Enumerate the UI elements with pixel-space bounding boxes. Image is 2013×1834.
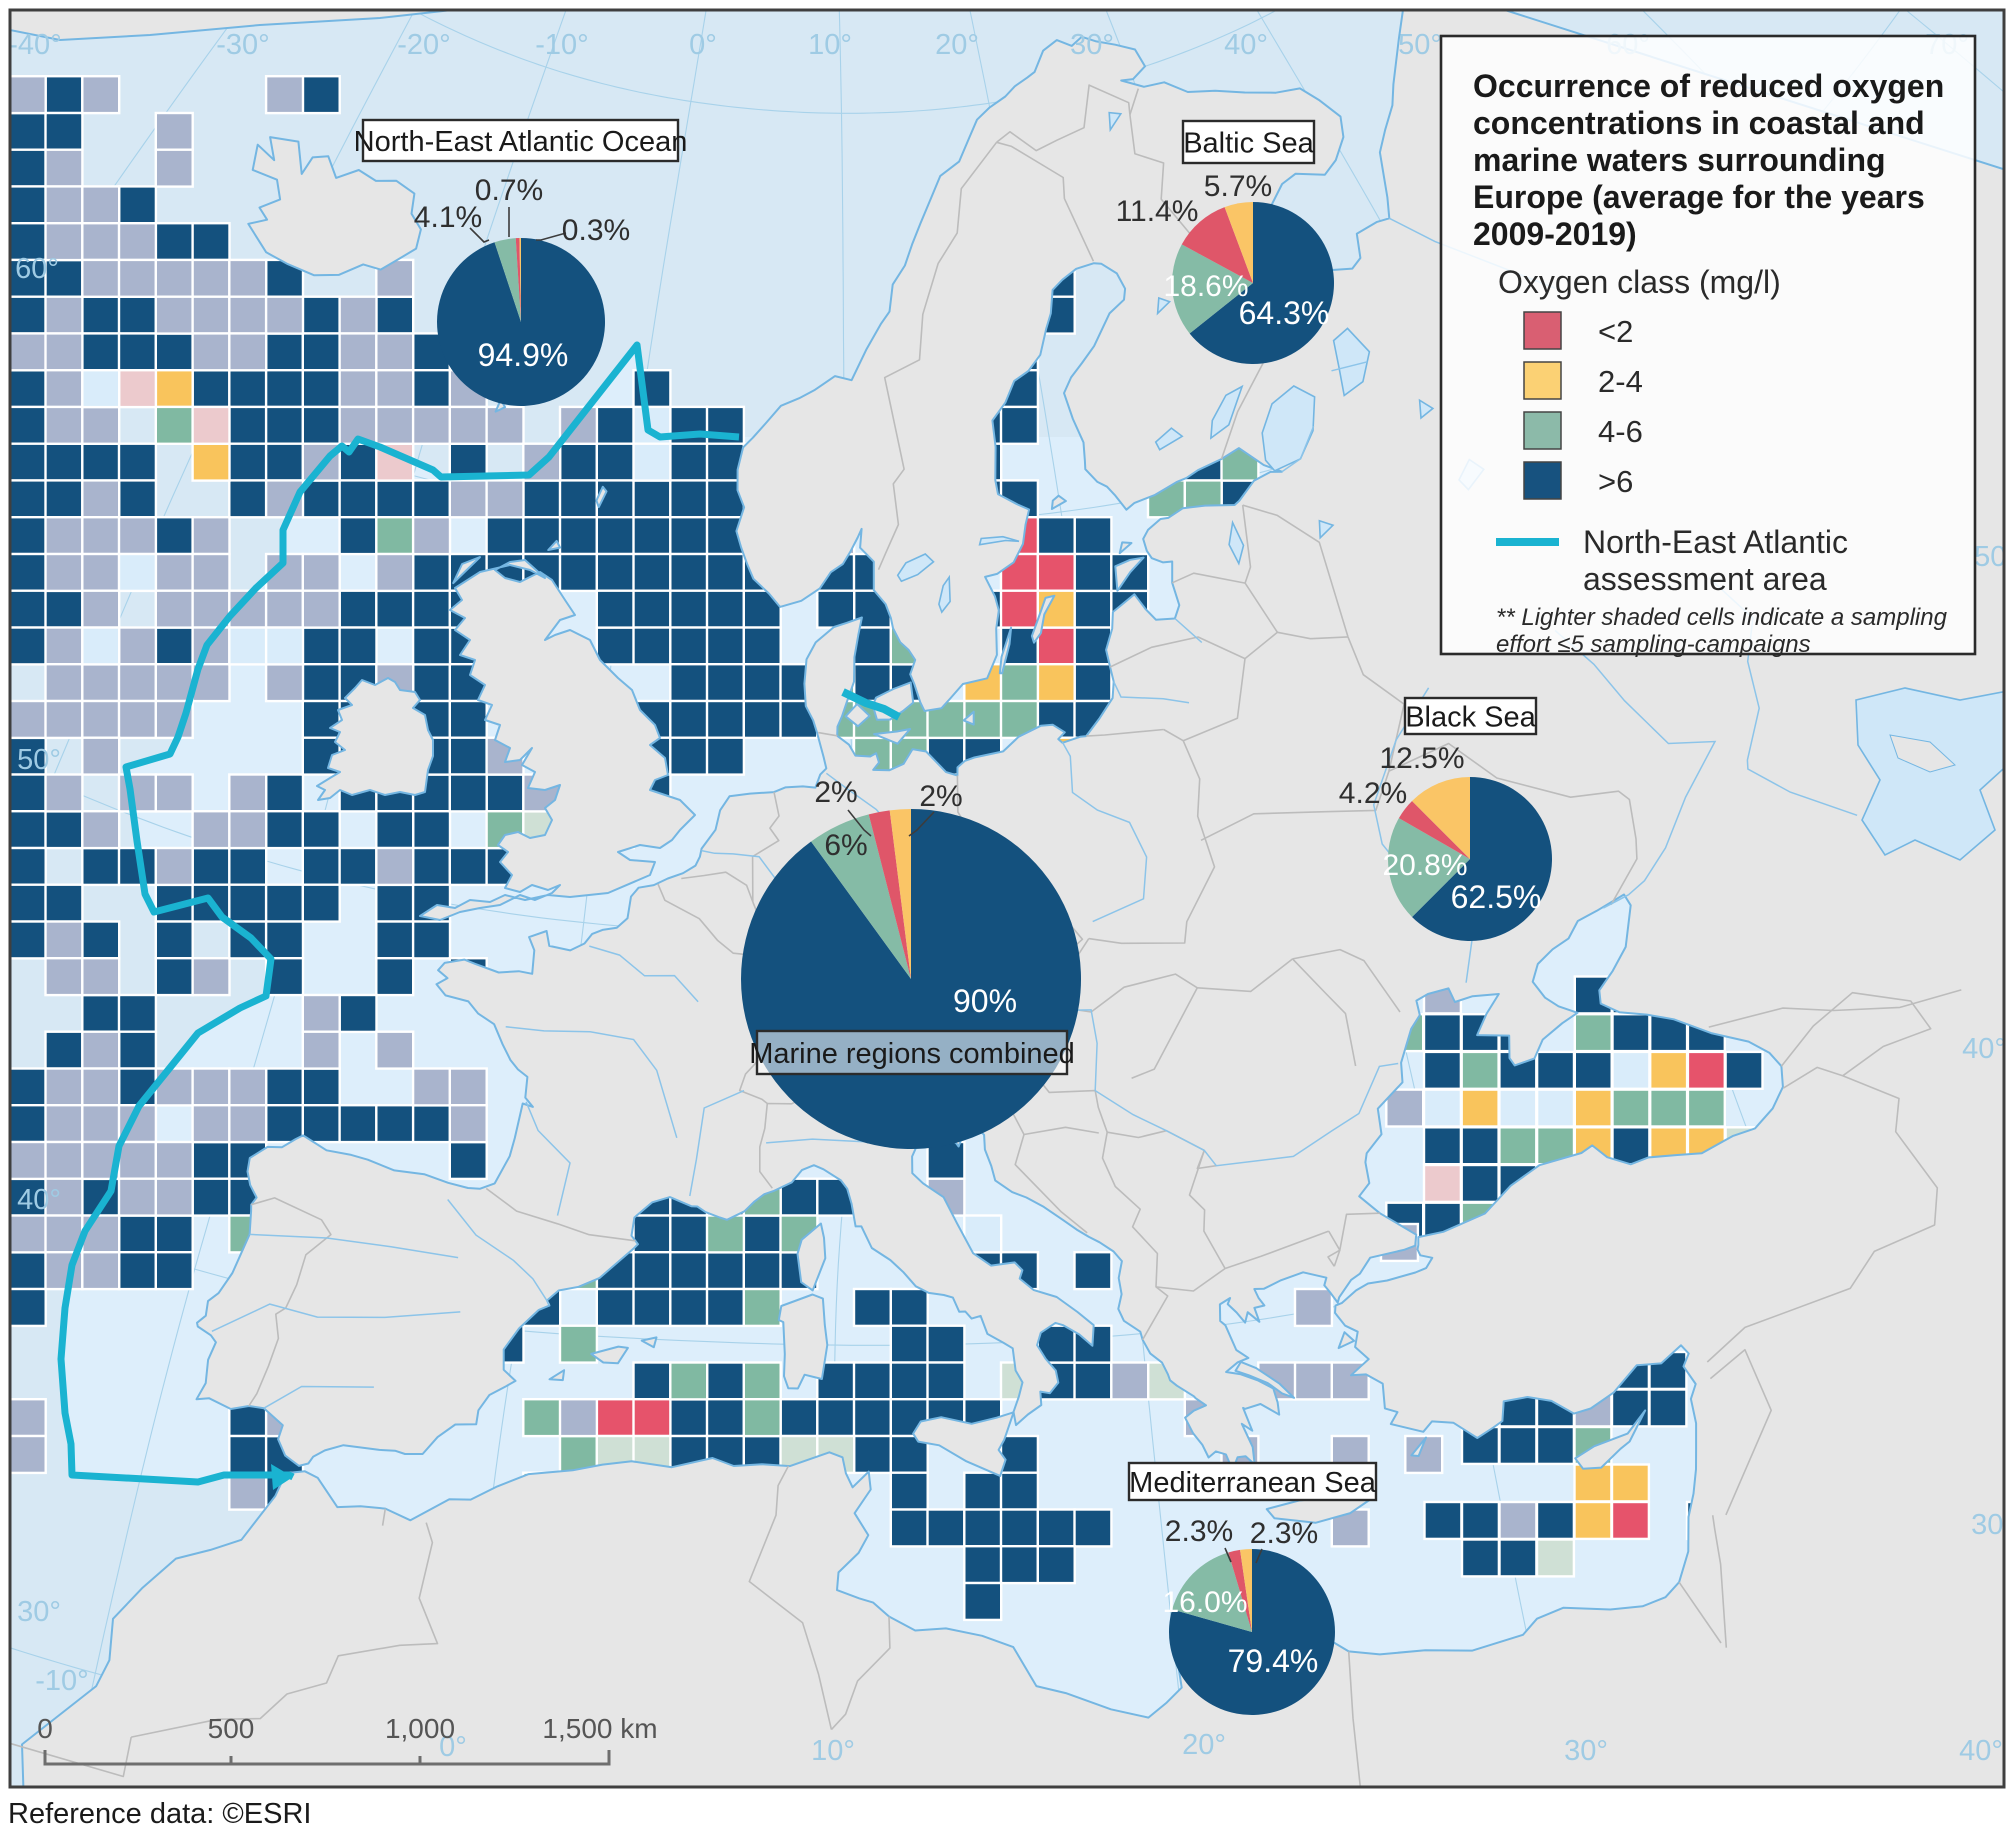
svg-text:60°: 60° [15, 253, 59, 285]
svg-text:16.0%: 16.0% [1162, 1586, 1247, 1619]
svg-text:30°: 30° [1070, 29, 1114, 61]
svg-text:1,500 km: 1,500 km [542, 1713, 657, 1744]
svg-text:2%: 2% [814, 776, 857, 809]
svg-text:62.5%: 62.5% [1451, 879, 1542, 915]
svg-text:-20°: -20° [397, 29, 451, 61]
svg-text:30°: 30° [1971, 1509, 2013, 1541]
svg-text:40°: 40° [1224, 29, 1268, 61]
svg-text:2009-2019): 2009-2019) [1473, 216, 1637, 252]
svg-text:North-East Atlantic Ocean: North-East Atlantic Ocean [354, 126, 688, 158]
svg-text:90%: 90% [953, 983, 1017, 1019]
svg-text:2.3%: 2.3% [1165, 1515, 1233, 1548]
svg-text:2-4: 2-4 [1598, 364, 1643, 399]
svg-text:18.6%: 18.6% [1163, 270, 1248, 303]
svg-text:4-6: 4-6 [1598, 414, 1643, 449]
svg-text:64.3%: 64.3% [1239, 295, 1330, 331]
svg-text:-30°: -30° [216, 29, 270, 61]
svg-text:effort ≤5 sampling-campaigns: effort ≤5 sampling-campaigns [1496, 631, 1811, 658]
svg-text:79.4%: 79.4% [1228, 1643, 1319, 1679]
svg-text:Marine regions combined: Marine regions combined [749, 1038, 1075, 1070]
svg-text:500: 500 [208, 1713, 255, 1744]
svg-text:marine waters surrounding: marine waters surrounding [1473, 142, 1886, 178]
svg-text:30°: 30° [1564, 1735, 1608, 1767]
svg-text:Reference data: ©ESRI: Reference data: ©ESRI [8, 1798, 311, 1830]
svg-text:20°: 20° [1182, 1729, 1226, 1761]
svg-text:11.4%: 11.4% [1116, 195, 1199, 228]
svg-text:30°: 30° [17, 1596, 61, 1628]
svg-text:40°: 40° [17, 1184, 61, 1216]
svg-text:concentrations in coastal and: concentrations in coastal and [1473, 105, 1925, 141]
svg-text:2.3%: 2.3% [1250, 1517, 1318, 1550]
svg-text:12.5%: 12.5% [1379, 742, 1464, 775]
svg-text:40°: 40° [1962, 1033, 2006, 1065]
svg-text:50°: 50° [17, 744, 61, 776]
svg-text:-40°: -40° [8, 29, 62, 61]
svg-text:North-East Atlantic: North-East Atlantic [1583, 524, 1848, 560]
svg-text:20.8%: 20.8% [1382, 849, 1467, 882]
svg-text:4.1%: 4.1% [414, 201, 482, 234]
svg-text:Baltic Sea: Baltic Sea [1183, 127, 1314, 159]
svg-text:0.7%: 0.7% [475, 174, 543, 207]
svg-text:-10°: -10° [35, 1665, 89, 1697]
svg-text:<2: <2 [1598, 314, 1633, 349]
svg-text:Mediterranean Sea: Mediterranean Sea [1129, 1467, 1377, 1499]
svg-text:0: 0 [37, 1713, 53, 1744]
svg-text:Europe (average for the years: Europe (average for the years [1473, 179, 1925, 215]
svg-text:2%: 2% [919, 780, 962, 813]
svg-text:10°: 10° [811, 1735, 855, 1767]
svg-text:Oxygen class (mg/l): Oxygen class (mg/l) [1498, 264, 1781, 300]
svg-text:20°: 20° [935, 29, 979, 61]
svg-text:assessment area: assessment area [1583, 561, 1827, 597]
svg-text:6%: 6% [824, 829, 867, 862]
svg-text:Occurrence of reduced oxygen: Occurrence of reduced oxygen [1473, 68, 1944, 104]
svg-text:10°: 10° [808, 29, 852, 61]
svg-text:40°: 40° [1959, 1735, 2003, 1767]
svg-text:4.2%: 4.2% [1339, 777, 1407, 810]
svg-text:>6: >6 [1598, 464, 1633, 499]
svg-text:0°: 0° [439, 1731, 467, 1763]
svg-text:-10°: -10° [535, 29, 589, 61]
svg-text:94.9%: 94.9% [478, 337, 569, 373]
svg-text:0.3%: 0.3% [562, 214, 630, 247]
svg-text:1,000: 1,000 [385, 1713, 455, 1744]
svg-text:50°: 50° [1974, 541, 2013, 573]
svg-text:0°: 0° [689, 29, 717, 61]
svg-text:5.7%: 5.7% [1204, 170, 1272, 203]
svg-text:Black Sea: Black Sea [1405, 701, 1536, 733]
svg-text:** Lighter shaded cells indica: ** Lighter shaded cells indicate a sampl… [1496, 604, 1948, 631]
svg-text:50°: 50° [1398, 29, 1442, 61]
